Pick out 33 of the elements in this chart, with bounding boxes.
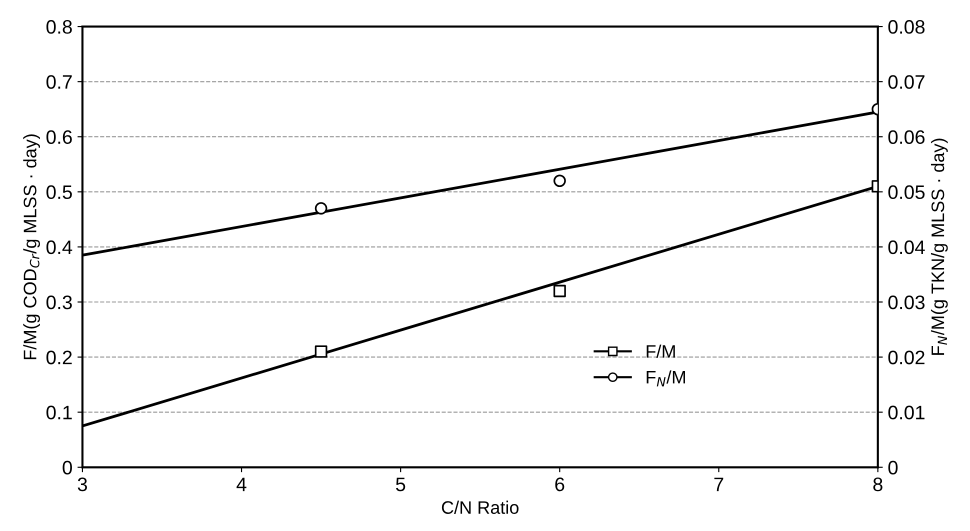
y-tick-label: 0.6 — [46, 130, 72, 144]
x-tick-label: 8 — [873, 478, 882, 492]
y2-axis-title: F$_{N}$/M(g TKN/g MLSS · day) — [930, 138, 948, 355]
y-axis-title: F/M(g COD$_{Cr}$/g MLSS · day) — [23, 134, 40, 360]
y2-tick-label: 0.04 — [888, 240, 925, 254]
y-tick-label: 0.1 — [46, 406, 72, 420]
x-axis-title: C/N Ratio — [442, 500, 519, 514]
x-tick-label: 5 — [396, 478, 406, 492]
y-tick-label: 0.4 — [46, 240, 72, 254]
y2-tick-label: 0 — [888, 460, 898, 475]
x-tick-label: 3 — [78, 478, 88, 492]
y-tick-label: 0.7 — [46, 75, 72, 89]
x-tick-label: 4 — [236, 478, 246, 492]
y2-tick-label: 0.07 — [888, 75, 924, 89]
y-tick-label: 0.5 — [46, 185, 72, 200]
y2-tick-label: 0.02 — [888, 350, 924, 364]
y2-tick-label: 0.01 — [888, 406, 924, 420]
y2-tick-label: 0.08 — [888, 20, 925, 34]
y2-tick-label: 0.03 — [888, 295, 925, 310]
y2-tick-label: 0.06 — [888, 130, 925, 144]
point — [553, 284, 566, 298]
y-tick-label: 0.8 — [46, 20, 72, 34]
y2-tick-label: 0.05 — [888, 185, 925, 200]
point — [314, 202, 328, 215]
x-tick-label: 6 — [555, 478, 564, 492]
point — [314, 345, 328, 358]
point — [553, 174, 566, 188]
y-tick-label: 0.2 — [46, 350, 72, 364]
legend-label: F$_{N}$/M — [646, 370, 685, 386]
y-tick-label: 0.3 — [46, 295, 72, 310]
legend-label: F/M — [646, 344, 675, 358]
x-tick-label: 7 — [714, 478, 724, 492]
y-tick-label: 0 — [62, 460, 72, 475]
